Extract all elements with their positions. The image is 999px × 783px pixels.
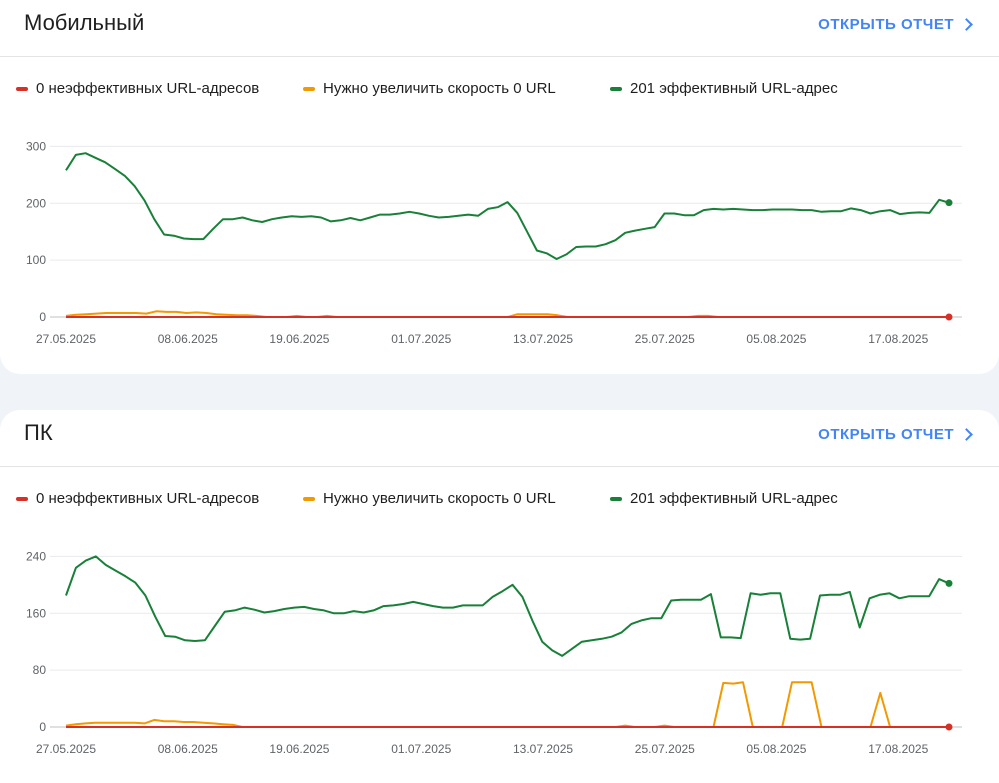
legend-swatch-needs-improvement [303, 86, 315, 91]
mobile-line-chart: 0 100 200 300 27.05.2025 08.06.2025 19.06.2025… [26, 139, 962, 346]
legend-item-good[interactable]: 201 эффективный URL-адрес [610, 490, 838, 507]
x-tick-label: 19.06.2025 [269, 332, 329, 346]
legend-item-poor[interactable]: 0 неэффективных URL-адресов [16, 490, 259, 507]
x-tick-label: 19.06.2025 [269, 742, 329, 756]
series-end-point [945, 723, 953, 731]
y-tick-label: 0 [39, 310, 46, 324]
open-report-link[interactable]: ОТКРЫТЬ ОТЧЕТ [818, 426, 973, 443]
desktop-card: ПК ОТКРЫТЬ ОТЧЕТ 0 неэффективных URL-адр… [0, 410, 999, 783]
legend-swatch-poor [16, 496, 28, 501]
legend-label: 0 неэффективных URL-адресов [36, 490, 260, 507]
x-tick-label: 01.07.2025 [391, 332, 451, 346]
x-tick-label: 13.07.2025 [513, 742, 573, 756]
card-header: ПК ОТКРЫТЬ ОТЧЕТ [0, 410, 999, 467]
series-end-point [945, 199, 953, 207]
x-tick-label: 25.07.2025 [635, 332, 695, 346]
y-tick-label: 300 [26, 139, 46, 153]
x-tick-label: 05.08.2025 [746, 742, 806, 756]
card-header: Мобильный ОТКРЫТЬ ОТЧЕТ [0, 0, 999, 57]
series-line [65, 555, 950, 657]
card-title: ПК [24, 420, 53, 445]
x-tick-label: 08.06.2025 [158, 332, 218, 346]
desktop-line-chart: 0 80 160 240 27.05.2025 08.06.2025 19.06.2025 0… [26, 549, 962, 756]
series-end-point [945, 579, 953, 587]
legend-swatch-good [610, 496, 622, 501]
legend-label: 0 неэффективных URL-адресов [36, 80, 260, 97]
legend-label: Нужно увеличить скорость 0 URL [323, 490, 556, 507]
x-tick-label: 17.08.2025 [868, 742, 928, 756]
open-report-label: ОТКРЫТЬ ОТЧЕТ [818, 16, 954, 33]
legend-swatch-needs-improvement [303, 496, 315, 501]
y-tick-label: 0 [39, 720, 46, 734]
y-tick-label: 80 [33, 663, 47, 677]
legend-item-poor[interactable]: 0 неэффективных URL-адресов [16, 80, 259, 97]
x-tick-label: 27.05.2025 [36, 332, 96, 346]
x-tick-label: 27.05.2025 [36, 742, 96, 756]
mobile-card: Мобильный ОТКРЫТЬ ОТЧЕТ 0 неэффективных … [0, 0, 999, 374]
legend-swatch-poor [16, 86, 28, 91]
x-tick-label: 08.06.2025 [158, 742, 218, 756]
x-tick-label: 01.07.2025 [391, 742, 451, 756]
y-tick-label: 200 [26, 196, 46, 210]
y-tick-label: 100 [26, 253, 46, 267]
legend-item-good[interactable]: 201 эффективный URL-адрес [610, 80, 838, 97]
legend-item-needs-improvement[interactable]: Нужно увеличить скорость 0 URL [303, 490, 556, 507]
legend-swatch-good [610, 86, 622, 91]
x-tick-label: 13.07.2025 [513, 332, 573, 346]
legend-item-needs-improvement[interactable]: Нужно увеличить скорость 0 URL [303, 80, 556, 97]
y-tick-label: 240 [26, 549, 46, 563]
series-end-point [945, 313, 953, 321]
x-tick-label: 17.08.2025 [868, 332, 928, 346]
card-title: Мобильный [24, 10, 145, 35]
legend-label: 201 эффективный URL-адрес [630, 80, 838, 97]
open-report-link[interactable]: ОТКРЫТЬ ОТЧЕТ [818, 16, 973, 33]
legend-label: 201 эффективный URL-адрес [630, 490, 838, 507]
series-line [65, 152, 950, 260]
x-tick-label: 05.08.2025 [746, 332, 806, 346]
x-tick-label: 25.07.2025 [635, 742, 695, 756]
series-line [65, 681, 949, 728]
y-tick-label: 160 [26, 606, 46, 620]
legend-label: Нужно увеличить скорость 0 URL [323, 80, 556, 97]
open-report-label: ОТКРЫТЬ ОТЧЕТ [818, 426, 954, 443]
